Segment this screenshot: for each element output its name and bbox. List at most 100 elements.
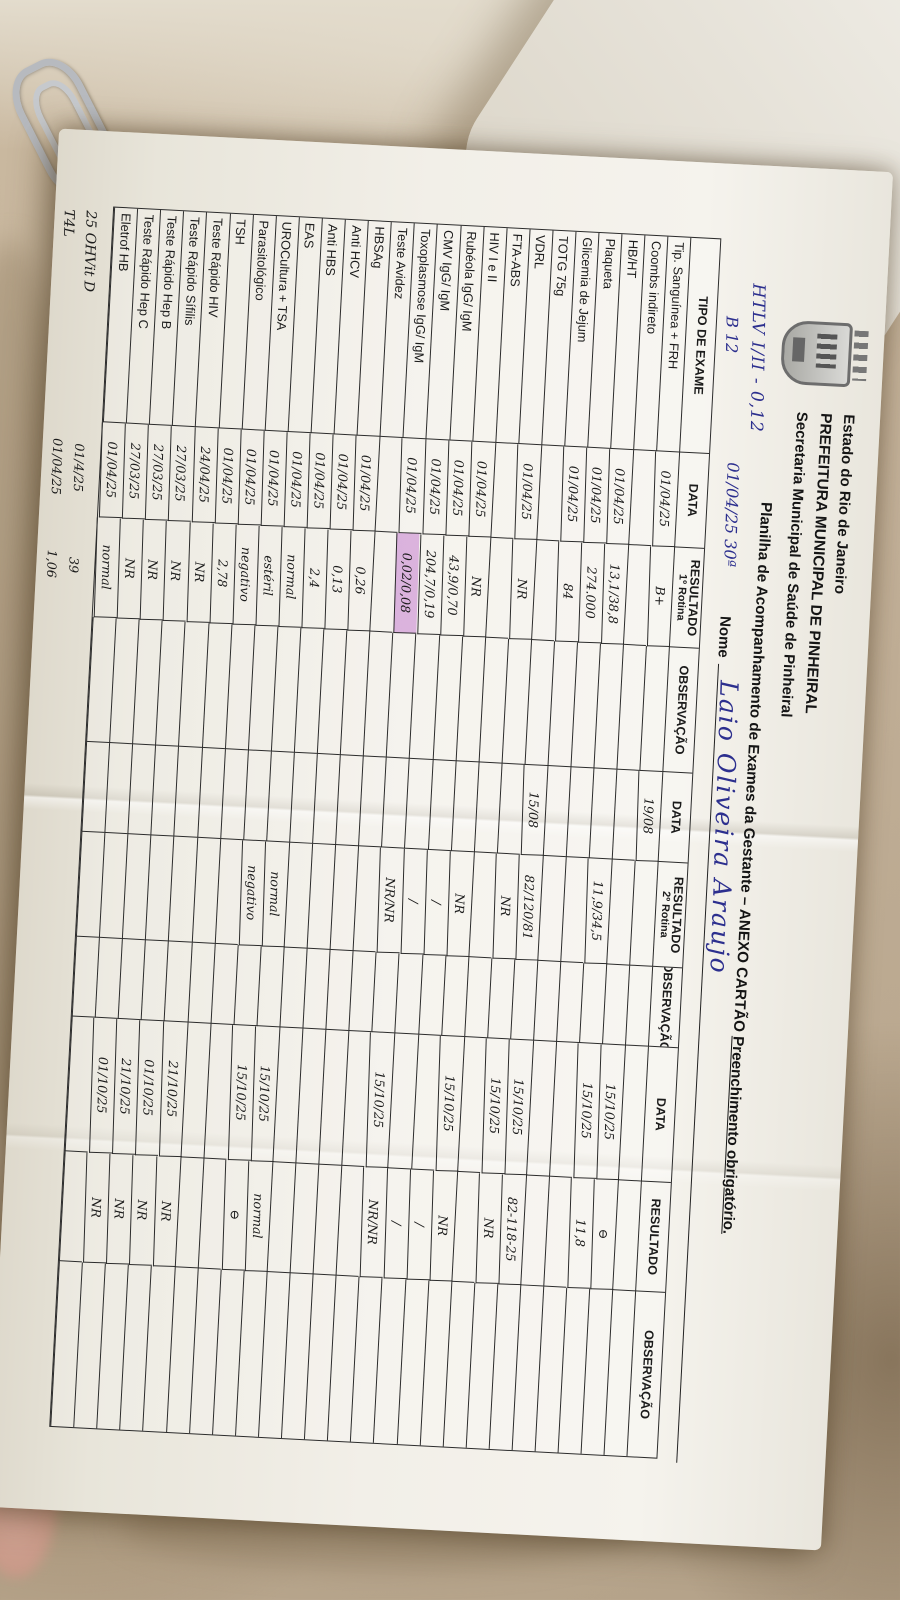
exam-cell — [18, 933, 44, 1014]
exam-cell: 01/04/25 — [398, 438, 425, 534]
exam-cell: NR — [429, 1170, 456, 1282]
exam-cell: 15/08 — [520, 765, 547, 856]
exam-cell: 0,02/0,08 — [393, 533, 420, 634]
handwritten-date-week-note: 01/04/25 30ª — [720, 462, 743, 568]
exam-cell: 82/120/81 — [515, 854, 542, 961]
exam-cell: 01/04/25 — [237, 429, 264, 526]
exam-cell — [565, 767, 594, 859]
exam-cell: 01/04/25 — [652, 451, 679, 548]
exam-cell — [450, 761, 479, 853]
exam-cell — [394, 953, 422, 1035]
exam-cell — [71, 936, 100, 1018]
exam-cell: 01/04/25 — [560, 446, 587, 543]
column-header: OBSERVAÇÃO — [648, 966, 683, 1049]
exam-cell: 15/10/25 — [573, 1043, 601, 1179]
exam-cell — [187, 942, 215, 1024]
exam-form-content: Estado do Rio de Janeiro PREFEITURA MUNI… — [0, 129, 893, 1551]
exam-cell: NR/NR — [376, 847, 404, 954]
coat-shield — [779, 319, 854, 388]
handwritten-b12-note: B 12 — [721, 315, 742, 354]
exam-cell: 01/04/25 — [583, 447, 610, 544]
exam-cell: 0,26 — [347, 530, 374, 632]
exam-cell: 01/04/25 — [49, 437, 66, 495]
exam-cell — [164, 941, 192, 1023]
exam-cell — [579, 963, 607, 1045]
exam-cell: 274.000 — [578, 542, 605, 644]
exam-cell — [348, 951, 376, 1033]
exam-cell: 39 — [66, 556, 83, 574]
exam-cell — [404, 758, 433, 850]
exam-cell — [196, 747, 225, 839]
exam-cell: NR — [129, 1155, 156, 1266]
handwritten-htlv-note: HTLV I/II - 0,12 — [745, 283, 769, 434]
municipal-coat-of-arms-icon — [777, 309, 869, 399]
exam-cell: negativo — [238, 840, 265, 947]
exam-cell: 15/10/25 — [481, 1038, 509, 1175]
exam-cell — [242, 750, 271, 842]
exam-cell — [556, 961, 584, 1044]
exam-cell: 27/03/25 — [145, 424, 172, 521]
exam-cell — [427, 759, 456, 852]
exam-cell: NR — [106, 1153, 133, 1265]
exam-cell: / — [383, 1168, 410, 1280]
exam-cell: NR — [475, 1173, 502, 1284]
exam-cell — [81, 741, 110, 833]
exam-cell — [602, 964, 630, 1046]
column-header: RESULTADO 1º Rotina — [669, 547, 705, 649]
exam-cell — [173, 746, 202, 838]
exam-cell: 01/04/25 — [444, 440, 471, 537]
exam-cell — [256, 946, 284, 1028]
exam-cell: 13,1/38,8 — [601, 543, 628, 645]
exam-cell — [94, 937, 123, 1019]
exam-cell: 15/10/25 — [596, 1044, 624, 1181]
exam-cell — [141, 940, 169, 1022]
exam-cell: / — [423, 850, 450, 956]
exam-cell: negativo — [232, 524, 259, 626]
exam-cell: NR — [508, 539, 536, 640]
form-title-underlined: Preenchimento obrigatório. — [719, 1035, 747, 1235]
exam-cell: normal — [278, 527, 305, 628]
exam-cell: NR — [492, 853, 519, 960]
column-header: DATA — [658, 772, 693, 864]
exam-cell: 21/10/25 — [158, 1021, 186, 1158]
exam-cell — [417, 954, 446, 1036]
exam-cell: 21/10/25 — [112, 1019, 140, 1155]
exam-cell: 15/10/25 — [435, 1035, 463, 1172]
exam-cell: NR — [462, 536, 490, 638]
name-label: Nome — [714, 615, 734, 659]
exam-cell — [302, 948, 330, 1030]
exam-cell — [28, 738, 55, 829]
exam-cell: 01/04/25 — [260, 430, 287, 527]
exam-cell — [104, 743, 133, 835]
column-header: RESULTADO 2º Rotina — [652, 861, 688, 969]
exam-cell — [289, 752, 317, 844]
exam-cell: NR — [139, 519, 167, 621]
exam-form-paper: Estado do Rio de Janeiro PREFEITURA MUNI… — [0, 128, 894, 1551]
exam-cell: 15/10/25 — [504, 1039, 532, 1176]
exam-cell — [542, 766, 571, 858]
exam-cell: / — [399, 848, 427, 955]
exam-cell: 2,4 — [301, 528, 328, 629]
exam-cell: 15/10/25 — [227, 1025, 255, 1161]
exam-cell — [463, 957, 492, 1039]
exam-cell: 204,7/0,19 — [416, 534, 443, 635]
exam-cell — [510, 959, 538, 1041]
exam-cell: 01/4/25 — [71, 443, 88, 493]
exam-cell — [233, 945, 261, 1027]
column-header: RESULTADO — [635, 1181, 671, 1293]
org-header: Estado do Rio de Janeiro PREFEITURA MUNI… — [774, 411, 860, 720]
exam-cell: ⊖ — [221, 1159, 249, 1271]
exam-cell — [625, 965, 653, 1047]
exam-cell: 01/10/25 — [89, 1017, 117, 1154]
exam-cell — [312, 753, 340, 846]
exam-cell: 0,13 — [324, 529, 351, 631]
coat-crown — [852, 330, 869, 382]
exam-cell: NR — [83, 1152, 110, 1264]
exam-cell: 11,9/34,5 — [584, 858, 611, 965]
exam-cell: 01/04/25 — [352, 435, 379, 532]
exam-cell: NR — [186, 522, 213, 623]
exam-cell — [371, 952, 399, 1034]
exam-cell: normal — [93, 517, 121, 619]
exam-cell: B+ — [647, 546, 674, 648]
